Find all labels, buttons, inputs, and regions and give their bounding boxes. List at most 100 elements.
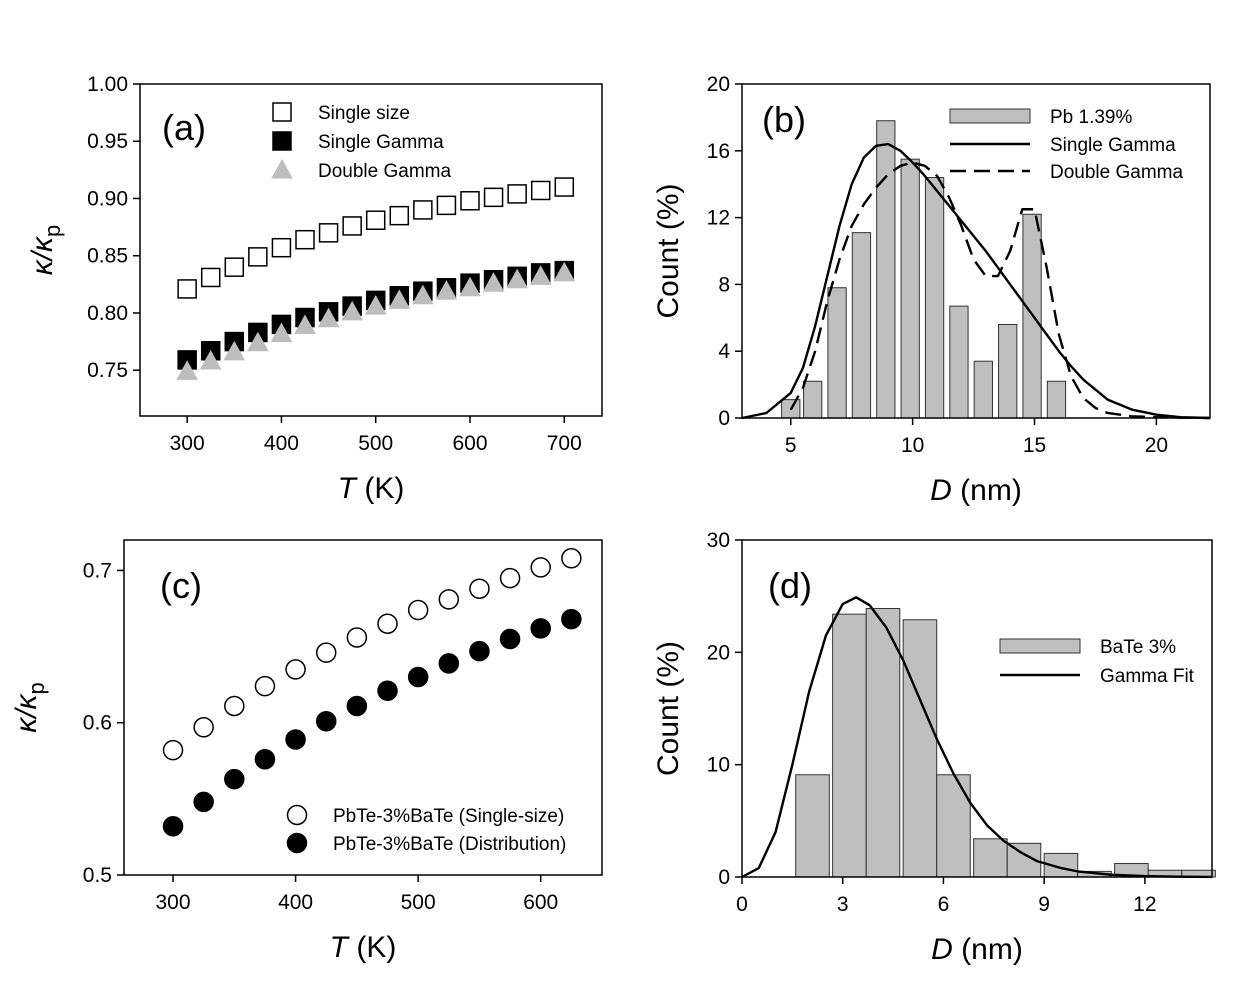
y-tick-label: 0 (718, 866, 730, 889)
data-point (254, 749, 276, 770)
data-point (377, 613, 398, 634)
data-point (295, 229, 315, 250)
histogram-bar (936, 774, 971, 878)
x-tick-label: 12 (1133, 893, 1156, 916)
data-point (407, 666, 429, 688)
y-tick-label: 0.6 (83, 712, 112, 735)
data-point (438, 653, 460, 674)
data-point (200, 267, 221, 288)
plot-frame (741, 83, 1211, 419)
data-point (413, 200, 433, 220)
data-point (436, 195, 457, 216)
legend-label: Single size (318, 103, 410, 124)
series-line-gamma-fit (741, 596, 1213, 879)
y-tick-label: 10 (707, 754, 730, 777)
data-point (224, 768, 245, 790)
panel-label: (a) (162, 107, 206, 148)
y-tick-label: 12 (707, 207, 730, 230)
x-tick-label: 0 (736, 893, 748, 916)
data-point (553, 261, 576, 282)
data-point (530, 618, 551, 639)
legend-marker (286, 832, 308, 854)
data-point (315, 642, 337, 663)
data-point (561, 548, 582, 569)
panel-label: (b) (762, 99, 806, 140)
data-point (460, 191, 480, 211)
histogram-bar (900, 158, 920, 419)
legend-label: PbTe-3%BaTe (Distribution) (333, 834, 566, 855)
y-tick-label: 0.7 (83, 559, 112, 582)
histogram-bar (998, 323, 1018, 419)
data-point (224, 257, 245, 277)
x-tick-label: 300 (170, 432, 205, 455)
legend-swatch (949, 108, 1031, 124)
histogram-bar (949, 305, 969, 419)
legend-marker (272, 102, 292, 122)
x-tick-label: 300 (156, 891, 191, 914)
data-point (247, 331, 269, 352)
data-point (224, 695, 245, 717)
histogram-bar (973, 360, 993, 419)
y-tick-label: 8 (718, 273, 730, 296)
legend-swatch (999, 638, 1081, 654)
legend-label: PbTe-3%BaTe (Single-size) (333, 806, 564, 827)
data-point (193, 791, 214, 813)
panel-c: 300 400 500 600 0.5 0.6 0.7 T (K) κ/κp (c) PbTe-3%… (10, 539, 603, 964)
x-tick-label: 500 (358, 432, 393, 455)
data-point (294, 314, 316, 335)
histogram-bar (803, 380, 823, 419)
data-point (346, 695, 368, 717)
y-tick-label: 20 (707, 73, 730, 96)
y-tick-label: 0.5 (83, 864, 112, 887)
histogram-bar (795, 774, 830, 878)
x-tick-label: 10 (901, 434, 924, 457)
x-tick-label: 400 (278, 891, 313, 914)
data-point (177, 279, 197, 299)
panel-label: (c) (160, 565, 202, 606)
legend: Single size Single Gamma Double Gamma (271, 102, 451, 182)
legend-label: BaTe 3% (1100, 637, 1176, 658)
data-point (270, 322, 293, 343)
data-point (438, 589, 460, 610)
legend-marker (271, 158, 293, 179)
data-point (285, 659, 306, 680)
data-point (162, 739, 184, 761)
data-point (482, 272, 505, 292)
y-tick-label: 0.95 (87, 130, 128, 153)
x-tick-label: 700 (547, 432, 582, 455)
panel-d: 0 3 6 9 12 0 10 20 30 D (nm) Count (%) (d) BaTe 3% Ga… (652, 529, 1216, 966)
data-point (248, 247, 268, 267)
panel-label: (d) (768, 565, 812, 606)
data-point (483, 187, 504, 208)
data-point (459, 276, 481, 297)
y-tick-label: 20 (707, 641, 730, 664)
histogram-bar (876, 120, 896, 419)
legend-marker (272, 131, 292, 151)
data-point (162, 816, 184, 837)
x-tick-label: 600 (523, 891, 558, 914)
data-point (499, 567, 521, 589)
x-tick-label: 20 (1145, 434, 1168, 457)
data-point (341, 300, 363, 321)
data-point (412, 284, 434, 305)
histogram-bar (865, 608, 901, 878)
x-tick-label: 3 (837, 893, 849, 916)
data-point (561, 608, 582, 630)
data-point (365, 210, 386, 230)
histogram-bar (924, 177, 945, 419)
data-point (529, 265, 552, 285)
legend-label: Double Gamma (318, 161, 451, 182)
y-tick-label: 30 (707, 529, 730, 552)
y-tick-label: 4 (718, 340, 730, 363)
data-point (506, 268, 528, 289)
data-point (271, 237, 292, 258)
data-point (530, 180, 551, 201)
x-tick-label: 15 (1023, 434, 1046, 457)
data-point (377, 680, 398, 701)
data-point (315, 710, 337, 732)
data-point (318, 223, 339, 243)
histogram-bar (973, 838, 1008, 878)
histogram-bar (851, 232, 872, 419)
